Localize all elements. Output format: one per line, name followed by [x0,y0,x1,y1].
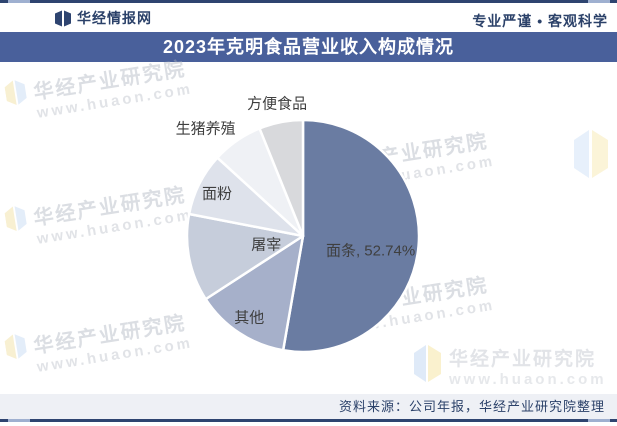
brand: 华经情报网 [55,8,152,28]
top-rule-left-dash [8,0,30,3]
bottom-rule-left-dash [8,419,30,422]
chart-title: 2023年克明食品营业收入构成情况 [0,32,617,62]
pie-slice-2 [204,234,305,352]
header: 华经情报网 专业严谨 • 客观科学 [0,3,617,32]
pie-slice-3 [185,212,305,301]
brand-name: 华经情报网 [77,10,152,26]
pie-chart [185,118,421,354]
pie-slice-6 [258,118,305,238]
top-rule-right-dash [588,0,610,3]
bottom-rule [0,419,617,422]
top-rule [0,0,617,3]
book-logo-icon [55,10,71,27]
bottom-rule-right-dash [588,419,610,422]
pie-slice-1 [281,118,421,354]
header-slogan: 专业严谨 • 客观科学 [472,13,608,29]
source-note: 资料来源：公司年报，华经产业研究院整理 [0,394,617,419]
chart-area: 华经产业研究院 www.huaon.com 华经产业研究院 www.huaon.… [0,58,617,394]
